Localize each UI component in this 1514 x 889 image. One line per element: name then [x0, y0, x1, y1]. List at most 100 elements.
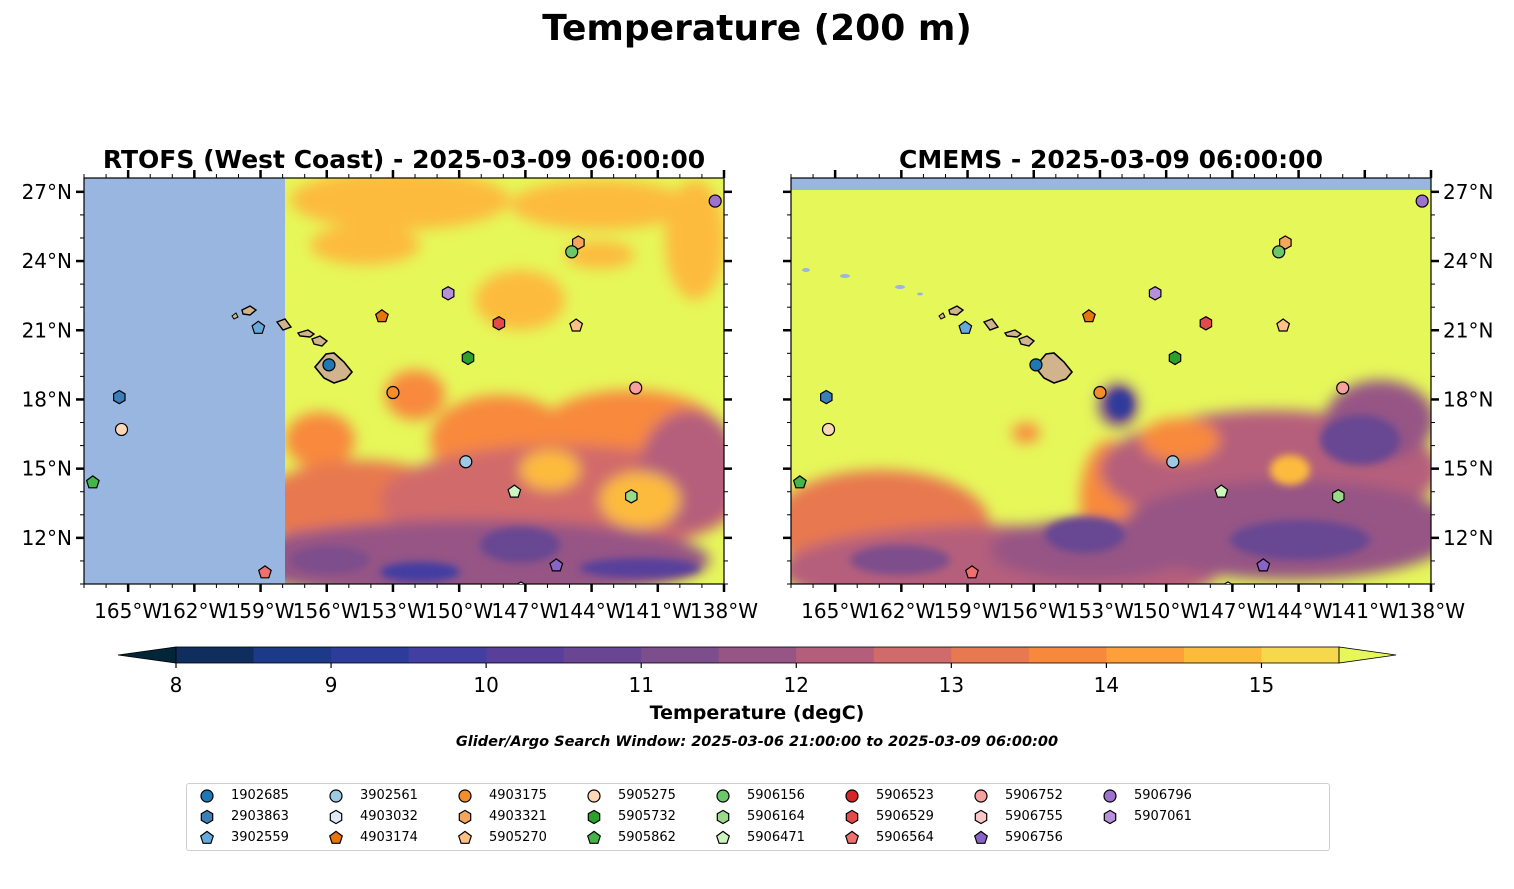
- float-marker-5906529: [1199, 316, 1213, 331]
- legend-marker-5905732: [587, 809, 601, 825]
- float-legend: 1902685 2903863 3902559 3902561 4903032 49031…: [186, 783, 1330, 851]
- legend-label: 5906523: [876, 788, 934, 803]
- lon-tick-label: 147°W: [491, 599, 559, 623]
- float-marker-5906752: [1336, 381, 1350, 395]
- float-marker-5906471: [1214, 484, 1229, 498]
- float-marker-2903863: [112, 389, 126, 405]
- legend-marker-5906523: [845, 789, 859, 803]
- legend-marker: [973, 830, 989, 844]
- legend-marker-5906752: [974, 789, 988, 803]
- float-marker-3902561: [459, 455, 473, 469]
- float-marker-5905270: [569, 318, 584, 332]
- float-marker-5906564: [257, 565, 272, 579]
- lon-tick-label: 165°W: [801, 599, 869, 623]
- legend-label: 4903174: [360, 830, 418, 845]
- lon-tick-label: 150°W: [425, 599, 493, 623]
- lat-tick-label: 12°N: [1443, 526, 1493, 550]
- legend-marker: [200, 789, 214, 803]
- legend-marker: [458, 789, 472, 803]
- legend-label: 5907061: [1134, 809, 1192, 824]
- colorbar: 8 9 10 11 12 13 14 15: [117, 646, 1397, 697]
- panel-cmems: 165°W162°W159°W156°W153°W150°W147°W144°W…: [783, 145, 1493, 623]
- float-marker-5905732: [1168, 350, 1182, 366]
- cmems-field: [791, 178, 1431, 584]
- legend-marker-4903032: [329, 809, 343, 825]
- lon-tick-label: 138°W: [690, 599, 758, 623]
- cmems-float-markers: [792, 194, 1429, 599]
- legend-label: 5906755: [1005, 809, 1063, 824]
- lon-tick-label: 150°W: [1132, 599, 1200, 623]
- legend-marker: [458, 809, 472, 825]
- float-marker-5906523: [1209, 587, 1221, 599]
- legend-marker-1902685: [200, 789, 214, 803]
- legend-marker: [845, 809, 859, 825]
- legend-marker-5906156: [716, 789, 730, 803]
- lon-tick-label: 159°W: [227, 599, 295, 623]
- float-marker-5906164: [624, 489, 638, 504]
- lon-tick-label: 162°W: [867, 599, 935, 623]
- float-marker-1902685: [322, 358, 336, 372]
- float-marker-1902685: [1029, 358, 1043, 372]
- lon-tick-label: 144°W: [1265, 599, 1333, 623]
- colorbar-bin: [951, 647, 1030, 663]
- legend-marker-5906164: [716, 809, 730, 825]
- legend-marker: [587, 809, 601, 825]
- float-marker-5906164: [1331, 489, 1345, 504]
- legend-label: 5906156: [747, 788, 805, 803]
- float-marker-5905275: [114, 422, 129, 437]
- legend-label: 5906752: [1005, 788, 1063, 803]
- lon-tick-label: 159°W: [934, 599, 1002, 623]
- lat-tick-label: 15°N: [1443, 457, 1493, 481]
- colorbar-bin: [1106, 647, 1185, 663]
- colorbar-bin: [486, 647, 565, 663]
- legend-label: 5905270: [489, 830, 547, 845]
- legend-marker-5906796: [1103, 789, 1117, 803]
- float-marker-5905270: [1276, 318, 1291, 332]
- colorbar-extend-low: [117, 646, 177, 664]
- legend-marker-3902561: [329, 789, 343, 803]
- float-marker-4903032: [1223, 581, 1233, 584]
- float-marker-5907061: [441, 286, 455, 301]
- panel-rtofs: 165°W162°W159°W156°W153°W150°W147°W144°W…: [22, 145, 759, 623]
- colorbar-bin: [253, 647, 332, 663]
- float-marker-5906796: [1415, 194, 1429, 208]
- cmems-axes: 165°W162°W159°W156°W153°W150°W147°W144°W…: [783, 170, 1493, 623]
- lon-tick-label: 153°W: [359, 599, 427, 623]
- legend-marker-5906756: [973, 830, 989, 844]
- colorbar-bin: [331, 647, 410, 663]
- legend-marker-5905275: [587, 789, 601, 803]
- lat-tick-label: 18°N: [1443, 387, 1493, 411]
- lon-tick-label: 156°W: [1000, 599, 1068, 623]
- colorbar-bin: [176, 647, 255, 663]
- legend-label: 5905275: [618, 788, 676, 803]
- colorbar-bin: [1183, 647, 1263, 663]
- colorbar-tick-label: 13: [939, 673, 964, 697]
- colorbar-tick-label: 15: [1249, 673, 1274, 697]
- legend-marker-5906471: [715, 830, 731, 844]
- lon-tick-label: 165°W: [94, 599, 162, 623]
- rtofs-field: [84, 178, 724, 584]
- lat-tick-label: 24°N: [22, 249, 72, 273]
- legend-marker-5906755: [974, 809, 988, 825]
- float-marker-5906756: [549, 558, 564, 572]
- cmems-no-data-strip: [791, 178, 1431, 190]
- float-marker-5907061: [1148, 286, 1162, 301]
- float-marker-3902559: [251, 320, 266, 334]
- legend-marker: [715, 830, 731, 844]
- float-marker-4903032: [516, 581, 526, 584]
- float-marker-5905732: [461, 350, 475, 366]
- colorbar-tick-label: 9: [325, 673, 338, 697]
- legend-marker: [1103, 789, 1117, 803]
- lon-tick-label: 144°W: [558, 599, 626, 623]
- rtofs-float-markers: [85, 194, 722, 584]
- legend-label: 4903175: [489, 788, 547, 803]
- cmems-land: [802, 268, 1074, 384]
- legend-label: 2903863: [231, 809, 289, 824]
- colorbar-tick-label: 8: [170, 673, 183, 697]
- legend-marker-4903321: [458, 809, 472, 825]
- legend-marker: [716, 789, 730, 803]
- float-marker-5906752: [629, 381, 643, 395]
- legend-label: 3902561: [360, 788, 418, 803]
- legend-marker: [716, 809, 730, 825]
- legend-label: 5906164: [747, 809, 805, 824]
